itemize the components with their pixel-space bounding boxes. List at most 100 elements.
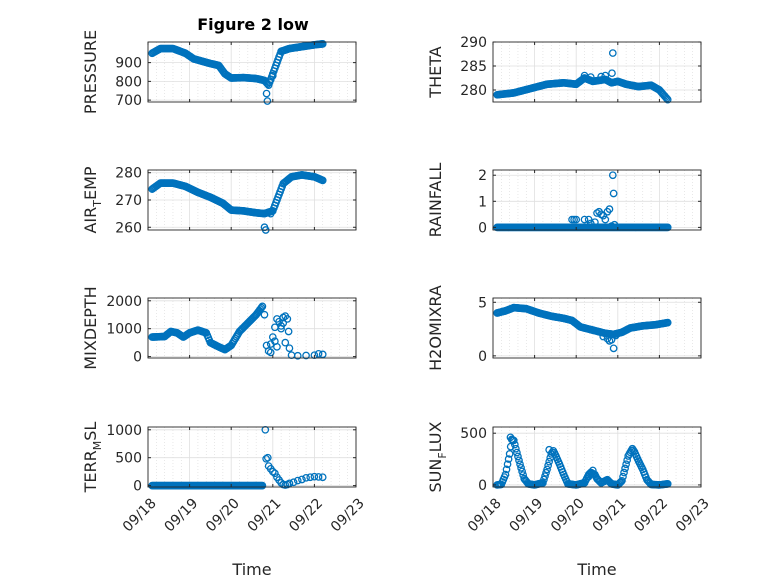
y-tick-label: 700 [115, 93, 142, 109]
y-axis-label: AIRTEMP [81, 166, 104, 233]
data-point [504, 455, 513, 463]
y-tick-label: 1000 [106, 322, 142, 338]
y-tick-label: 0 [478, 349, 487, 365]
data-point [584, 472, 593, 481]
data-point [599, 332, 608, 341]
y-tick-label: 290 [460, 35, 487, 51]
y-tick-label: 500 [460, 426, 487, 442]
data-point [258, 481, 267, 490]
y-tick-label: 260 [115, 220, 142, 236]
data-point [580, 215, 589, 224]
subplot-mixdepth: 0 1000 2000 MIXDEPTH [81, 286, 357, 370]
y-tick-label: 900 [115, 56, 142, 72]
y-tick-label: 280 [115, 166, 142, 182]
y-axis-label-rest: EMP [81, 166, 100, 200]
y-tick-label: 0 [133, 350, 142, 366]
data-point [314, 349, 323, 358]
data-point [619, 472, 627, 481]
axes-frame [492, 169, 702, 231]
data-point [608, 49, 617, 57]
data-point [545, 457, 554, 466]
y-tick-label: 280 [460, 83, 487, 99]
axes-frame [147, 426, 357, 488]
axes-frame [147, 297, 357, 359]
data-point [506, 433, 515, 442]
y-axis-label-main: TERR [81, 450, 100, 493]
subplot-theta: 280 285 290 THETA [426, 35, 702, 104]
data-point [318, 40, 327, 48]
data-point [545, 445, 554, 454]
data-point [283, 315, 292, 323]
data-point [263, 97, 272, 105]
data-point [257, 303, 266, 312]
plot-area [148, 298, 356, 358]
data-point [609, 344, 618, 353]
data-point [608, 171, 617, 180]
data-point [601, 71, 610, 80]
y-axis-label-rest: SL [81, 422, 100, 441]
data-point [544, 461, 552, 470]
y-axis-label: RAINFALL [426, 163, 445, 238]
data-point [608, 69, 616, 78]
data-point [599, 211, 608, 220]
data-point [505, 450, 514, 458]
data-point [262, 89, 271, 98]
data-point [584, 215, 593, 224]
subplot-h2omixra: 0 5 H2OMIXRA [426, 285, 702, 371]
data-point [518, 467, 526, 476]
x-axis-label: Time [231, 560, 271, 579]
data-point [318, 473, 327, 482]
y-axis-label-rest: LUX [426, 421, 445, 452]
subplot-pressure: 700 800 900 PRESSURE [81, 30, 357, 114]
data-point [510, 440, 519, 449]
data-point [586, 219, 595, 228]
data-point [285, 344, 294, 353]
data-point [603, 334, 612, 343]
data-point [302, 473, 310, 482]
y-tick-label: 285 [460, 59, 487, 75]
data-point [517, 464, 525, 472]
data-point [622, 460, 630, 469]
data-point [515, 456, 523, 465]
data-point [580, 71, 589, 80]
subplots-group: 700 800 900 PRESSURE 280 285 290 THETA 260 270 280… [81, 30, 713, 579]
data-point [663, 318, 672, 327]
data-point [591, 218, 599, 227]
data-point [318, 176, 327, 185]
data-point [266, 75, 275, 84]
y-tick-label: 2 [478, 168, 487, 184]
data-point [542, 468, 550, 477]
data-point [588, 466, 597, 475]
axes-frame [492, 426, 702, 488]
y-tick-label: 800 [115, 74, 142, 90]
data-point [260, 223, 269, 232]
data-point [258, 302, 267, 311]
y-axis-label: PRESSURE [81, 30, 100, 114]
data-point [540, 475, 548, 484]
data-point [513, 448, 521, 457]
data-point [302, 351, 310, 360]
y-tick-label: 0 [133, 479, 142, 495]
y-axis-label-subscript: M [91, 441, 104, 451]
data-point [293, 351, 302, 360]
data-point [516, 460, 524, 469]
y-axis-label-main: AIR [81, 207, 100, 234]
y-tick-label: 1 [478, 194, 487, 210]
axes-frame [492, 41, 702, 103]
y-axis-label: MIXDEPTH [81, 286, 100, 369]
data-point [541, 472, 549, 480]
data-point [263, 453, 272, 462]
data-point [271, 469, 279, 478]
plot-area [493, 170, 701, 230]
y-tick-label: 5 [478, 295, 487, 311]
data-point [279, 319, 288, 327]
y-axis-label-subscript: T [91, 200, 104, 208]
y-tick-label: 0 [478, 478, 487, 494]
data-point [262, 454, 270, 463]
axes-frame [492, 297, 702, 359]
data-point [268, 467, 277, 476]
data-point [601, 215, 610, 224]
data-point [620, 468, 628, 477]
y-axis-label: THETA [426, 46, 445, 98]
